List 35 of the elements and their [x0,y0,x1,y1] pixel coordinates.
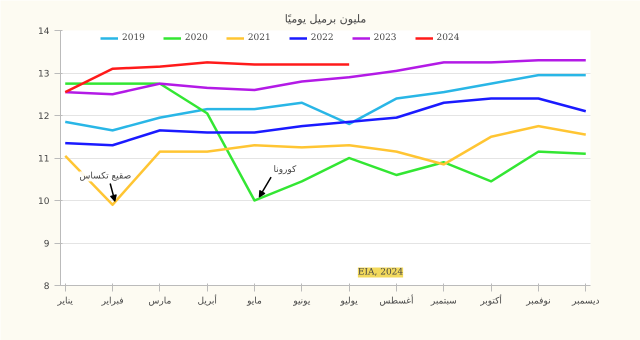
y-tick-label: 8 [44,282,50,292]
legend-label: 2019 [122,33,145,43]
y-tick-label: 10 [38,197,50,207]
x-tick-label: ديسمبر [571,296,600,306]
legend-label: 2020 [184,33,208,43]
x-tick-label: مايو [246,296,262,306]
chart-title: مليون برميل يوميًا [284,12,366,26]
annotation: كورونا [273,165,298,175]
y-tick-label: 12 [38,112,50,122]
y-tick-label: 11 [38,154,50,164]
y-tick-label: 9 [44,240,50,250]
line-series [64,82,588,202]
x-tick-label: مارس [148,296,172,306]
line-series [64,59,588,96]
y-tick-label: 13 [38,70,50,80]
x-tick-label: أبريل [198,294,217,306]
legend-label: 2023 [374,33,397,43]
legend-label: 2022 [310,33,334,43]
annotation: EIA, 2024 [358,268,404,278]
x-tick-label: يوليو [340,296,358,306]
line-series [64,97,588,146]
x-tick-label: أكتوبر [479,294,502,306]
x-tick-label: سبتمبر [430,296,457,306]
annotation: صقيع تكساس [79,171,132,182]
legend-label: 2021 [248,33,271,43]
x-tick-label: أغسطس [379,294,414,306]
x-tick-label: يناير [56,296,74,306]
y-tick-label: 14 [38,27,50,37]
x-tick-label: يونيو [292,296,311,306]
line-series [64,61,350,94]
line-series [64,74,588,132]
legend-label: 2024 [436,33,460,43]
line-series [64,124,588,206]
x-tick-label: نوفمبر [525,296,551,306]
x-tick-label: فبراير [100,296,124,306]
